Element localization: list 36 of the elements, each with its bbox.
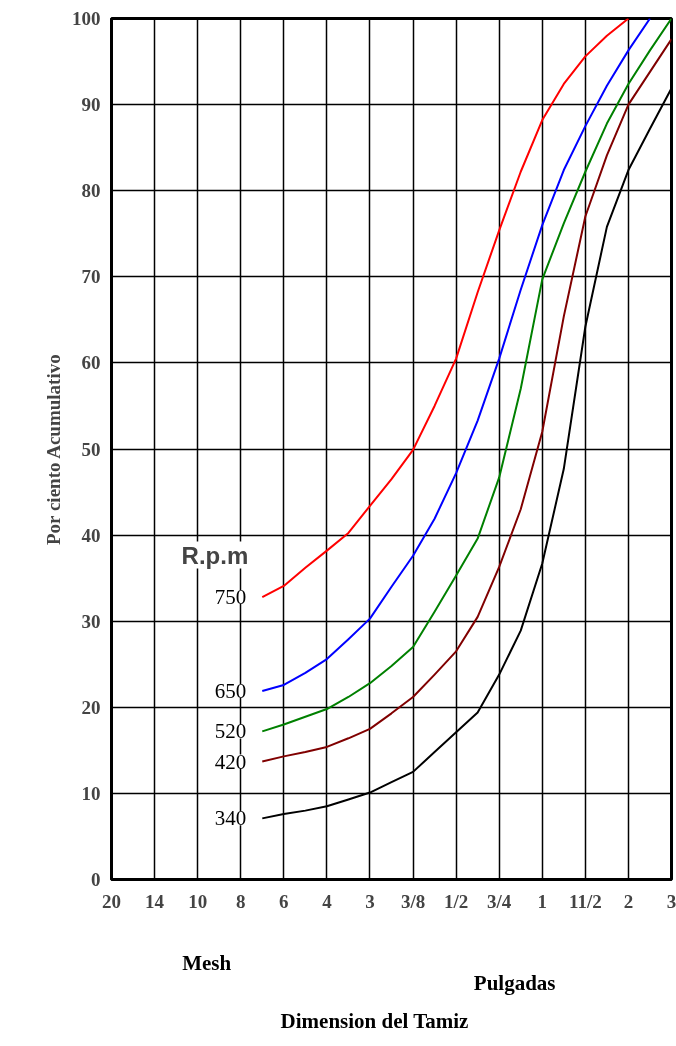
x-tick-label: 10: [188, 890, 208, 912]
y-tick-label: 50: [81, 438, 101, 460]
x-tick-label: 6: [279, 890, 289, 912]
y-tick-label: 100: [72, 8, 101, 29]
y-tick-label: 70: [81, 266, 101, 288]
series-label: 520: [214, 719, 247, 744]
x-tick-label: 1/2: [443, 890, 469, 912]
y-tick-label: 60: [81, 352, 101, 374]
x-tick-label: 1: [537, 890, 548, 912]
x-tick-label: 14: [145, 890, 165, 912]
y-tick-label: 20: [81, 696, 101, 718]
x-tick-label: 20: [102, 890, 121, 912]
line-series: [261, 18, 630, 599]
x-tick-label: 3/4: [487, 890, 512, 912]
series-label: 420: [214, 749, 247, 774]
x-axis-title: Dimension del Tamiz: [280, 1008, 469, 1033]
x-tick-label: 8: [235, 890, 246, 912]
x-tick-label: 11/2: [568, 890, 602, 912]
text: Mesh: [182, 950, 232, 975]
series-label: 340: [214, 806, 247, 831]
y-tick-label: 90: [81, 94, 101, 116]
x-tick-label: 3: [365, 890, 375, 912]
y-tick-label: 80: [81, 180, 101, 202]
series-label: 650: [214, 678, 247, 703]
x-tick-label: 3/8: [400, 890, 426, 912]
y-axis-title: Por ciento Acumulativo: [43, 354, 64, 546]
legend-title: R.p.m: [181, 541, 249, 569]
text: Pulgadas: [473, 970, 556, 995]
x-tick-label: 4: [322, 890, 333, 912]
y-tick-label: 40: [81, 524, 101, 546]
x-tick-label: 3: [666, 890, 676, 912]
y-tick-label: 0: [91, 869, 101, 890]
series-label: 750: [214, 585, 247, 610]
y-tick-label: 30: [81, 610, 101, 632]
x-tick-label: 2: [623, 890, 634, 912]
y-tick-label: 10: [81, 782, 101, 804]
